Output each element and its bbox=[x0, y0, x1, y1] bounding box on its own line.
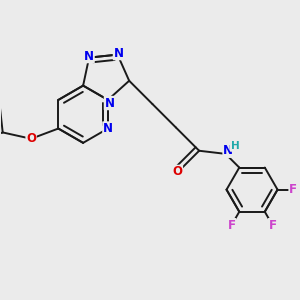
Text: F: F bbox=[289, 183, 297, 196]
Text: F: F bbox=[227, 219, 236, 232]
Text: N: N bbox=[104, 97, 115, 110]
Text: N: N bbox=[84, 50, 94, 63]
Text: H: H bbox=[231, 141, 239, 151]
Text: N: N bbox=[223, 144, 233, 157]
Text: N: N bbox=[103, 122, 113, 135]
Text: O: O bbox=[26, 132, 36, 145]
Text: O: O bbox=[172, 165, 182, 178]
Text: F: F bbox=[268, 219, 277, 232]
Text: N: N bbox=[113, 46, 124, 60]
